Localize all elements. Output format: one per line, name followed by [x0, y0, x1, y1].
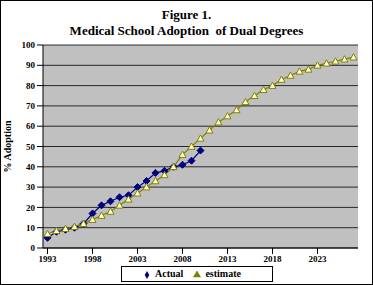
svg-text:1998: 1998	[84, 254, 103, 264]
svg-text:2023: 2023	[309, 254, 328, 264]
svg-text:70: 70	[26, 101, 36, 111]
svg-text:50: 50	[26, 142, 36, 152]
svg-text:0: 0	[31, 243, 36, 253]
html-text:Figure 1.: Figure 1.	[161, 7, 212, 22]
svg-text:90: 90	[26, 60, 36, 70]
svg-text:20: 20	[26, 203, 36, 213]
svg-text:60: 60	[26, 121, 36, 131]
html-text:Medical School Adoption of Dua: Medical School Adoption of Dual Degrees	[69, 23, 304, 38]
svg-text:2003: 2003	[129, 254, 148, 264]
svg-text:2008: 2008	[174, 254, 193, 264]
svg-text:1993: 1993	[39, 254, 58, 264]
svg-text:2018: 2018	[264, 254, 283, 264]
svg-text:2013: 2013	[219, 254, 238, 264]
svg-text:80: 80	[26, 81, 36, 91]
html-text:Actual: Actual	[155, 268, 184, 279]
svg-text:10: 10	[26, 223, 36, 233]
svg-text:% Adoption: % Adoption	[8, 120, 13, 172]
html-text:estimate: estimate	[205, 268, 241, 279]
svg-text:100: 100	[22, 41, 36, 50]
svg-text:40: 40	[26, 162, 36, 172]
svg-text:30: 30	[26, 182, 36, 192]
